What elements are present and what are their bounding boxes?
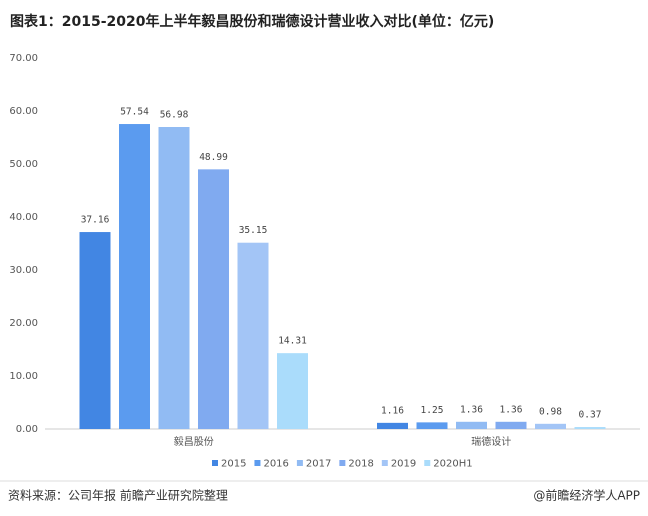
legend-label: 2019 <box>391 459 416 470</box>
data-label: 0.37 <box>579 410 602 421</box>
bar <box>158 127 190 430</box>
legend-label: 2015 <box>221 459 246 470</box>
y-tick-label: 70.00 <box>9 53 38 64</box>
legend-label: 2017 <box>306 459 331 470</box>
y-tick-label: 20.00 <box>9 318 38 329</box>
y-tick-label: 10.00 <box>9 371 38 382</box>
chart-title: 图表1：2015-2020年上半年毅昌股份和瑞德设计营业收入对比(单位：亿元) <box>10 13 494 30</box>
data-label: 14.31 <box>278 336 307 347</box>
x-tick-label: 瑞德设计 <box>471 435 511 448</box>
data-label: 48.99 <box>199 152 228 163</box>
legend-swatch <box>381 460 388 466</box>
data-label: 57.54 <box>120 107 149 118</box>
legend-label: 2020H1 <box>433 459 472 470</box>
legend-swatch <box>339 460 346 466</box>
data-label: 1.36 <box>500 404 523 415</box>
bar <box>277 353 308 429</box>
y-tick-label: 0.00 <box>16 424 38 435</box>
bar <box>79 232 111 429</box>
legend-swatch <box>254 460 261 466</box>
bar <box>456 421 487 429</box>
y-tick-label: 50.00 <box>9 159 38 170</box>
data-label: 37.16 <box>81 215 110 226</box>
bar <box>237 242 269 429</box>
y-tick-label: 60.00 <box>9 106 38 117</box>
data-label: 1.16 <box>381 405 404 416</box>
bar <box>574 427 606 429</box>
legend-swatch <box>212 460 218 466</box>
bar <box>416 422 448 429</box>
bar <box>198 169 229 429</box>
bar <box>495 421 527 429</box>
bar <box>119 124 150 430</box>
legend-swatch <box>424 460 431 466</box>
credit: @前瞻经济学人APP <box>533 488 640 503</box>
data-label: 1.36 <box>460 404 483 415</box>
x-tick-label: 毅昌股份 <box>174 435 214 448</box>
legend-swatch <box>296 460 303 466</box>
data-label: 0.98 <box>539 406 562 417</box>
source: 资料来源：公司年报 前瞻产业研究院整理 <box>8 488 228 503</box>
bar <box>535 423 566 429</box>
legend-label: 2018 <box>348 459 373 470</box>
y-tick-label: 30.00 <box>9 265 38 276</box>
data-label: 56.98 <box>160 110 189 121</box>
data-label: 1.25 <box>421 405 444 416</box>
y-tick-label: 40.00 <box>9 212 38 223</box>
legend-label: 2016 <box>263 459 288 470</box>
bar <box>377 422 408 429</box>
data-label: 35.15 <box>239 225 268 236</box>
